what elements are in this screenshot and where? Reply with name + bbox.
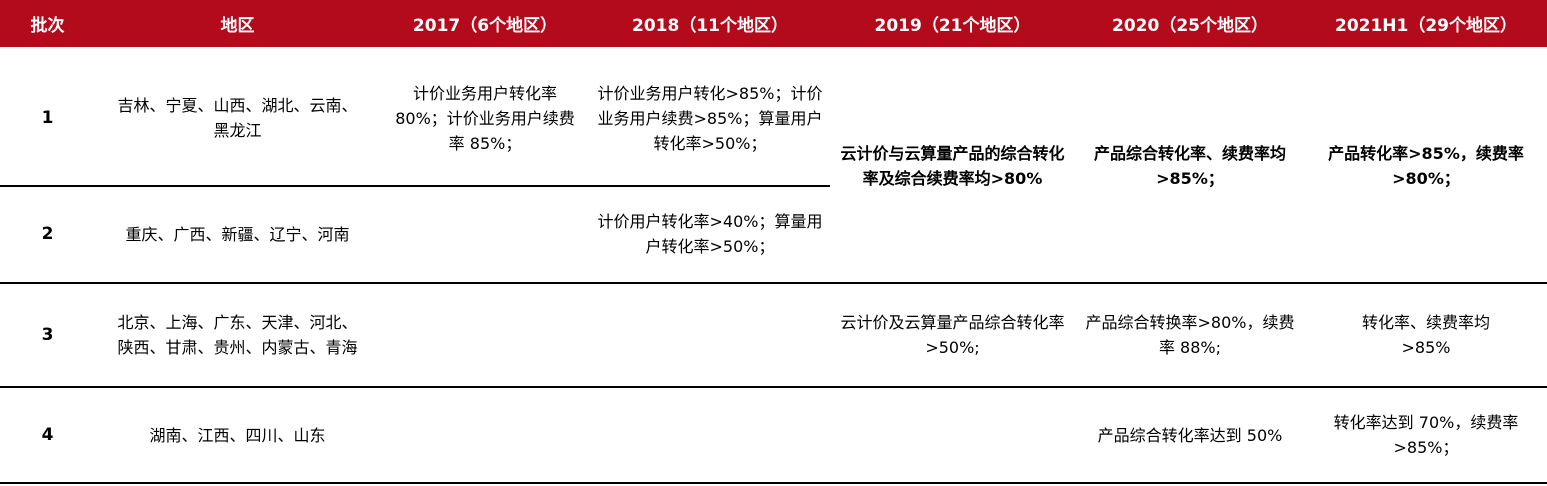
region-text: 湖南、江西、四川、山东	[149, 425, 326, 445]
merged-2020-text: 产品综合转化率、续费率均>85%；	[1093, 144, 1286, 188]
cell-2020-text: 产品综合转换率>80%，续费率 88%;	[1085, 313, 1295, 357]
merged-2019-cell: 云计价与云算量产品的综合转化率及综合续费率均>80%	[830, 52, 1075, 280]
cell-2018: 计价业务用户转化>85%；计价业务用户续费>85%；算量用户转化率>50%；	[590, 52, 830, 184]
cell-2020: 产品综合转化率达到 50%	[1075, 389, 1305, 481]
table-bottom-rule	[0, 482, 1547, 484]
region-text: 北京、上海、广东、天津、河北、陕西、甘肃、贵州、内蒙古、青海	[117, 313, 358, 357]
header-region: 地区	[220, 16, 255, 36]
region-cell: 重庆、广西、新疆、辽宁、河南	[95, 188, 380, 280]
cell-2017: 计价业务用户转化率 80%；计价业务用户续费率 85%；	[380, 52, 590, 184]
region-cell: 北京、上海、广东、天津、河北、陕西、甘肃、贵州、内蒙古、青海	[95, 285, 380, 385]
cell-2018-text: 计价业务用户转化>85%；计价业务用户续费>85%；算量用户转化率>50%；	[597, 83, 823, 153]
cell-2021-text: 转化率、续费率均>85%	[1361, 313, 1490, 357]
header-2019: 2019（21个地区）	[874, 16, 1031, 36]
cell-2021-text: 转化率达到 70%，续费率>85%；	[1333, 413, 1519, 457]
row-divider	[0, 386, 1547, 388]
header-2018: 2018（11个地区）	[632, 16, 788, 36]
cell-2021: 转化率、续费率均>85%	[1305, 285, 1547, 385]
cell-2021: 转化率达到 70%，续费率>85%；	[1305, 389, 1547, 481]
region-cell: 吉林、宁夏、山西、湖北、云南、黑龙江	[95, 52, 380, 184]
merged-2021-cell: 产品转化率>85%，续费率>80%；	[1305, 52, 1547, 280]
region-cell: 湖南、江西、四川、山东	[95, 389, 380, 481]
row-divider	[0, 185, 830, 187]
cell-2018: 计价用户转化率>40%；算量用户转化率>50%；	[590, 188, 830, 280]
cell-2020-text: 产品综合转化率达到 50%	[1097, 425, 1283, 445]
header-batch: 批次	[30, 16, 65, 36]
batch-cell: 4	[41, 424, 54, 445]
cell-2018-text: 计价用户转化率>40%；算量用户转化率>50%；	[597, 212, 823, 256]
header-2021h1: 2021H1（29个地区）	[1334, 16, 1518, 36]
batch-cell: 3	[41, 324, 54, 345]
batch-cell: 1	[41, 107, 54, 128]
cell-2017-text: 计价业务用户转化率 80%；计价业务用户续费率 85%；	[395, 83, 575, 153]
cell-2019-text: 云计价及云算量产品综合转化率>50%;	[840, 313, 1065, 357]
region-text: 重庆、广西、新疆、辽宁、河南	[125, 224, 350, 244]
region-text: 吉林、宁夏、山西、湖北、云南、黑龙江	[117, 96, 358, 140]
merged-2020-cell: 产品综合转化率、续费率均>85%；	[1075, 52, 1305, 280]
header-2017: 2017（6个地区）	[412, 16, 558, 36]
table-header-row: 批次 地区 2017（6个地区） 2018（11个地区） 2019（21个地区）…	[0, 0, 1547, 47]
cell-2020: 产品综合转换率>80%，续费率 88%;	[1075, 285, 1305, 385]
batch-cell: 2	[41, 223, 54, 244]
header-2020: 2020（25个地区）	[1112, 16, 1268, 36]
merged-2019-text: 云计价与云算量产品的综合转化率及综合续费率均>80%	[840, 144, 1065, 188]
merged-2021-text: 产品转化率>85%，续费率>80%；	[1328, 144, 1524, 188]
row-divider	[0, 282, 1547, 284]
cell-2019: 云计价及云算量产品综合转化率>50%;	[830, 285, 1075, 385]
